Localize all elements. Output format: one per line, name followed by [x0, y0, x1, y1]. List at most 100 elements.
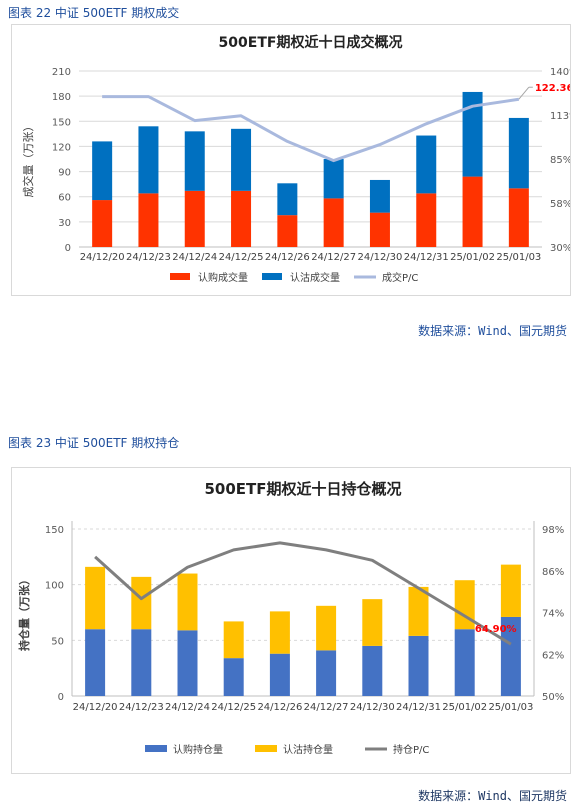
bar-put: [231, 128, 252, 191]
volume-chart: 500ETF期权近十日成交概况 0 30 60 90 120 150 180 210 30% 58%…: [21, 34, 570, 284]
y-tick-label: 100: [45, 581, 64, 592]
bar-put: [323, 159, 344, 199]
bar-put: [316, 605, 337, 651]
pc-ratio-line: [94, 541, 512, 646]
y-tick-label: 60: [58, 193, 71, 204]
x-tick-label: 24/12/26: [265, 252, 310, 263]
x-tick-label: 24/12/27: [311, 252, 356, 263]
bar-call: [462, 176, 483, 247]
bar-call: [323, 198, 344, 247]
bar-put: [131, 576, 152, 630]
bar-put: [416, 135, 437, 194]
x-tick-label: 25/01/02: [450, 252, 495, 263]
x-tick-label: 24/12/30: [350, 702, 395, 713]
y2-tick-label: 85%: [550, 155, 570, 166]
chart-title: 500ETF期权近十日成交概况: [219, 34, 403, 51]
y-tick-label: 30: [58, 218, 71, 229]
x-tick-label: 24/12/20: [73, 702, 118, 713]
bar-call: [184, 190, 205, 247]
y-tick-label: 0: [65, 243, 71, 254]
y2-tick-label: 98%: [542, 525, 564, 536]
bar-call: [138, 193, 159, 247]
figure-2-source: 数据来源：Wind、国元期货: [418, 789, 567, 803]
legend-swatch: [262, 273, 282, 280]
y2-tick-label: 62%: [542, 650, 564, 661]
x-tick-label: 24/12/25: [219, 252, 264, 263]
bar-call: [269, 653, 290, 696]
legend-swatch: [170, 273, 190, 280]
legend-label: 认购持仓量: [173, 743, 223, 756]
legend-label: 持仓P/C: [393, 743, 429, 756]
y2-tick-label: 86%: [542, 567, 564, 578]
bar-put: [500, 564, 521, 617]
bar-call: [408, 635, 429, 696]
chart-title: 500ETF期权近十日持仓概况: [204, 480, 401, 498]
bar-call: [231, 190, 252, 247]
bar-call: [508, 188, 529, 247]
x-tick-label: 24/12/27: [304, 702, 349, 713]
y-tick-label: 120: [52, 142, 71, 153]
y2-tick-label: 140%: [550, 67, 570, 78]
pc-annotation: 122.36%: [535, 83, 570, 94]
y-tick-label: 210: [52, 67, 71, 78]
x-tick-label: 25/01/02: [442, 702, 487, 713]
bar-call: [316, 650, 337, 696]
bar-call: [500, 616, 521, 696]
x-tick-label: 24/12/26: [257, 702, 302, 713]
x-tick-label: 24/12/25: [211, 702, 256, 713]
annotation-leader: [518, 86, 530, 100]
y2-tick-label: 30%: [550, 243, 570, 254]
legend-label: 认沽持仓量: [283, 743, 333, 756]
legend-label: 认沽成交量: [290, 271, 340, 284]
bar-put: [462, 91, 483, 177]
figure-1-source: 数据来源：Wind、国元期货: [418, 324, 567, 338]
bar-put: [269, 611, 290, 654]
x-tick-label: 24/12/20: [80, 252, 125, 263]
y-tick-label: 180: [52, 92, 71, 103]
bar-put: [369, 179, 390, 213]
bar-call: [177, 630, 198, 696]
bar-call: [416, 193, 437, 247]
figure-2-caption: 图表 23 中证 500ETF 期权持仓: [8, 436, 180, 450]
bar-call: [277, 215, 298, 247]
chart-frame-volume: 500ETF期权近十日成交概况 0 30 60 90 120 150 180 210 30% 58%…: [11, 24, 571, 296]
bar-call: [131, 629, 152, 696]
bar-put: [138, 126, 159, 194]
bar-put: [508, 117, 529, 189]
y-tick-label: 50: [51, 636, 64, 647]
y2-tick-label: 113%: [550, 111, 570, 122]
bar-put: [408, 586, 429, 636]
open-interest-chart: 500ETF期权近十日持仓概况 0 50 100 150 50% 62% 74% 86% 98% 持…: [17, 480, 564, 756]
bar-call: [362, 645, 383, 696]
y-tick-label: 90: [58, 168, 71, 179]
figure-1-caption: 图表 22 中证 500ETF 期权成交: [8, 6, 180, 20]
bar-put: [85, 566, 106, 630]
y-tick-label: 0: [58, 692, 64, 703]
bar-put: [184, 131, 205, 191]
pc-ratio-line: [102, 95, 520, 163]
y-axis-label: 持仓量（万张）: [17, 574, 31, 651]
bar-put: [223, 621, 244, 659]
bar-call: [92, 200, 113, 247]
x-tick-label: 24/12/23: [119, 702, 164, 713]
y-tick-label: 150: [52, 117, 71, 128]
x-tick-label: 24/12/23: [126, 252, 171, 263]
y-tick-label: 150: [45, 525, 64, 536]
bar-call: [223, 658, 244, 696]
bar-put: [177, 573, 198, 631]
y2-tick-label: 50%: [542, 692, 564, 703]
bar-put: [454, 580, 475, 630]
legend-label: 认购成交量: [198, 271, 248, 284]
x-tick-label: 25/01/03: [496, 252, 541, 263]
bar-put: [362, 599, 383, 646]
chart-frame-open-interest: 500ETF期权近十日持仓概况 0 50 100 150 50% 62% 74% 86% 98% 持…: [11, 467, 571, 774]
y-axis-label: 成交量（万张）: [21, 121, 35, 198]
legend-swatch: [255, 745, 277, 752]
x-tick-label: 24/12/31: [396, 702, 441, 713]
pc-annotation: 64.90%: [475, 624, 517, 635]
bar-call: [369, 212, 390, 247]
x-tick-label: 24/12/24: [165, 702, 210, 713]
x-tick-label: 24/12/24: [172, 252, 217, 263]
bar-put: [277, 183, 298, 216]
x-tick-label: 24/12/30: [357, 252, 402, 263]
